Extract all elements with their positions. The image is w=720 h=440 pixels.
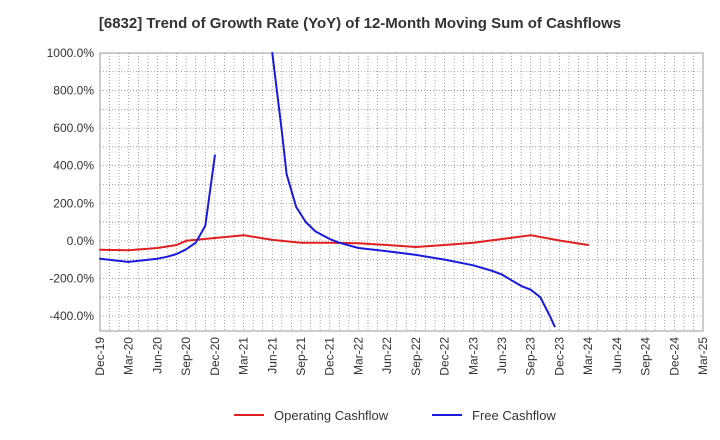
x-tick-label: Jun-22 bbox=[380, 337, 394, 374]
x-tick-label: Jun-21 bbox=[265, 337, 279, 374]
y-axis: 1000.0% 800.0% 600.0% 400.0% 200.0% 0.0% -200.… bbox=[47, 46, 95, 323]
y-tick-label: 0.0% bbox=[67, 234, 95, 248]
legend: Operating Cashflow Free Cashflow bbox=[234, 408, 556, 423]
x-tick-label: Dec-24 bbox=[667, 337, 681, 376]
x-tick-label: Dec-19 bbox=[93, 337, 107, 376]
y-tick-label: 800.0% bbox=[53, 84, 94, 98]
x-tick-label: Jun-23 bbox=[495, 337, 509, 374]
y-tick-label: 600.0% bbox=[53, 121, 94, 135]
x-tick-label: Sep-23 bbox=[524, 337, 538, 376]
chart-title: [6832] Trend of Growth Rate (YoY) of 12-… bbox=[99, 15, 621, 32]
x-tick-label: Mar-23 bbox=[466, 337, 480, 375]
y-tick-label: 1000.0% bbox=[47, 46, 95, 60]
legend-label: Free Cashflow bbox=[472, 408, 556, 423]
plot-frame bbox=[99, 52, 704, 332]
x-tick-label: Jun-20 bbox=[150, 337, 164, 374]
y-tick-label: -200.0% bbox=[49, 271, 94, 285]
x-tick-label: Dec-22 bbox=[438, 337, 452, 376]
y-tick-label: -400.0% bbox=[49, 309, 94, 323]
x-tick-label: Mar-25 bbox=[696, 337, 710, 375]
series-line-free-cashflow bbox=[99, 52, 556, 328]
x-tick-label: Sep-22 bbox=[409, 337, 423, 376]
x-tick-label: Dec-20 bbox=[208, 337, 222, 376]
x-tick-label: Sep-24 bbox=[639, 337, 653, 376]
x-tick-label: Mar-21 bbox=[237, 337, 251, 375]
y-tick-label: 400.0% bbox=[53, 159, 94, 173]
x-tick-label: Sep-21 bbox=[294, 337, 308, 376]
x-tick-label: Sep-20 bbox=[179, 337, 193, 376]
x-tick-label: Dec-21 bbox=[323, 337, 337, 376]
y-tick-label: 200.0% bbox=[53, 196, 94, 210]
legend-label: Operating Cashflow bbox=[274, 408, 389, 423]
series-line-operating-cashflow bbox=[99, 234, 590, 252]
x-tick-label: Mar-22 bbox=[351, 337, 365, 375]
x-axis: Dec-19 Mar-20 Jun-20 Sep-20 Dec-20 Mar-21 Jun-… bbox=[93, 337, 710, 376]
x-tick-label: Dec-23 bbox=[552, 337, 566, 376]
grid bbox=[100, 52, 703, 331]
x-tick-label: Mar-20 bbox=[122, 337, 136, 375]
x-tick-label: Jun-24 bbox=[610, 337, 624, 374]
series-lines bbox=[99, 52, 590, 328]
x-tick-label: Mar-24 bbox=[581, 337, 595, 375]
